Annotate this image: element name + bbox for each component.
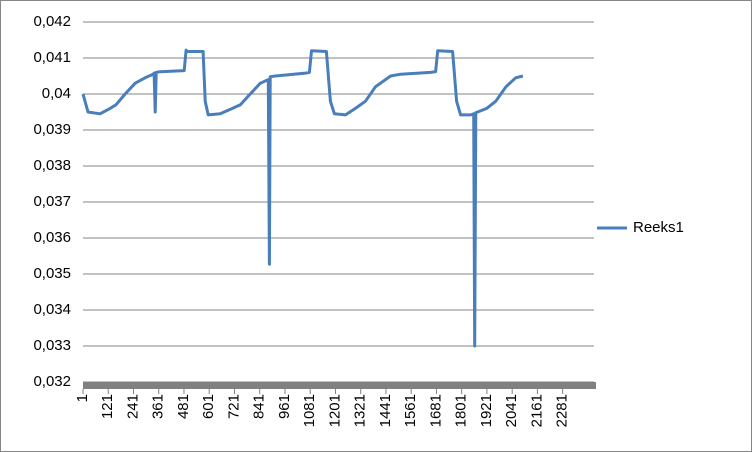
x-tick-label: 1921 (478, 394, 495, 427)
y-tick-label: 0,041 (33, 49, 71, 66)
y-tick-label: 0,035 (33, 265, 71, 282)
x-tick-label: 241 (124, 394, 141, 419)
x-tick-label: 1801 (453, 394, 470, 427)
x-tick-label: 1561 (402, 394, 419, 427)
y-tick-label: 0,042 (33, 13, 71, 30)
x-tick-label: 841 (251, 394, 268, 419)
y-tick-label: 0,034 (33, 301, 71, 318)
y-tick-label: 0,039 (33, 121, 71, 138)
x-tick-label: 2161 (528, 394, 545, 427)
y-tick-label: 0,033 (33, 337, 71, 354)
x-tick-label: 1081 (301, 394, 318, 427)
y-tick-label: 0,036 (33, 229, 71, 246)
x-tick-label: 2041 (503, 394, 520, 427)
x-tick-label: 601 (200, 394, 217, 419)
x-tick-label: 961 (276, 394, 293, 419)
x-axis (83, 382, 596, 389)
x-tick-label: 1 (74, 394, 91, 402)
x-tick-label: 361 (150, 394, 167, 419)
legend-label: Reeks1 (633, 219, 684, 236)
x-tick-label: 481 (175, 394, 192, 419)
x-tick-label: 1201 (326, 394, 343, 427)
series-line (81, 48, 524, 348)
y-tick-label: 0,04 (42, 85, 71, 102)
y-tick-label: 0,038 (33, 157, 71, 174)
x-tick-label: 2281 (554, 394, 571, 427)
x-tick-label: 1681 (427, 394, 444, 427)
x-tick-label: 1321 (352, 394, 369, 427)
y-tick-label: 0,032 (33, 373, 71, 390)
y-tick-label: 0,037 (33, 193, 71, 210)
x-tick-label: 721 (225, 394, 242, 419)
x-tick-label: 121 (99, 394, 116, 419)
x-tick-label: 1441 (377, 394, 394, 427)
